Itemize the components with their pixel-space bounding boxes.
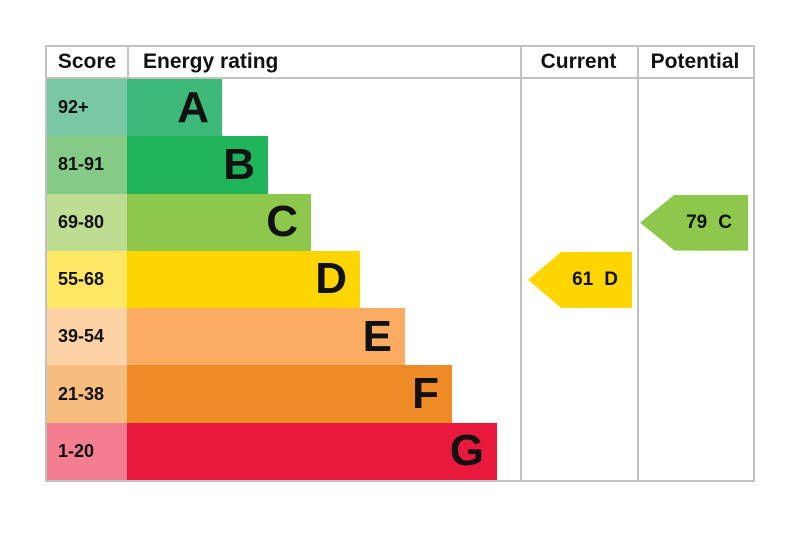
band-letter: B: [223, 139, 255, 189]
energy-bands: 92+ A 81-91 B 69-80 C 55-68: [47, 79, 520, 480]
potential-column-divider: [637, 47, 639, 480]
band-letter: G: [449, 426, 484, 476]
band-letter: E: [362, 311, 392, 361]
header-score: Score: [57, 50, 117, 73]
band-letter: D: [315, 254, 347, 304]
band-letter: C: [266, 197, 298, 247]
header-current: Current: [540, 50, 617, 73]
band-score-range: 69-80: [47, 193, 127, 251]
band-bar: C: [127, 193, 311, 251]
band-score-range: 39-54: [47, 308, 127, 366]
epc-table: Score Energy rating Current Potential 92…: [45, 45, 755, 482]
band-bar: E: [127, 308, 405, 366]
header-divider: [127, 47, 129, 77]
epc-band-row: 39-54 E: [47, 308, 520, 366]
band-score-range: 81-91: [47, 136, 127, 194]
band-bar: F: [127, 365, 452, 423]
band-score-range: 21-38: [47, 365, 127, 423]
current-rating-arrow: 61 D: [528, 251, 632, 308]
band-bar: A: [127, 79, 222, 137]
potential-rating-arrow: 79 C: [640, 194, 748, 251]
epc-band-row: 55-68 D: [47, 250, 520, 309]
band-letter: A: [177, 82, 209, 132]
band-bar: G: [127, 422, 497, 480]
band-score-range: 55-68: [47, 250, 127, 309]
current-rating-grade: D: [604, 268, 618, 290]
epc-band-row: 21-38 F: [47, 365, 520, 423]
band-score-range: 92+: [47, 79, 127, 137]
potential-rating-value: 79: [686, 211, 708, 233]
epc-band-row: 1-20 G: [47, 422, 520, 480]
epc-band-row: 92+ A: [47, 79, 520, 137]
epc-band-row: 69-80 C: [47, 193, 520, 251]
band-bar: B: [127, 136, 268, 194]
band-bar: D: [127, 250, 360, 309]
header-energy-rating: Energy rating: [143, 50, 279, 73]
band-letter: F: [412, 369, 439, 419]
potential-rating-grade: C: [718, 211, 732, 233]
band-score-range: 1-20: [47, 422, 127, 480]
header-underline: [47, 77, 753, 79]
current-column-divider: [520, 47, 522, 480]
current-rating-value: 61: [572, 268, 594, 290]
header-potential: Potential: [650, 50, 740, 73]
epc-band-row: 81-91 B: [47, 136, 520, 194]
